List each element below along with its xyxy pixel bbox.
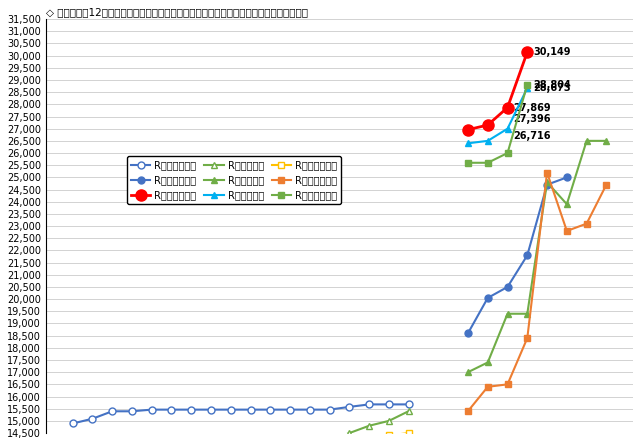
Text: 30,149: 30,149 [533, 47, 571, 57]
Text: 28,673: 28,673 [533, 83, 571, 93]
Text: 27,396: 27,396 [513, 114, 551, 124]
Text: 26,716: 26,716 [513, 131, 551, 140]
Legend: R４秋田こまち, R５秋田こまち, R６秋田こまち, R４関東コシ, R５関東コシ, R６関東コシ, R４関東銀柄米, R５関東銀柄米, R６関東銀柄米: R４秋田こまち, R５秋田こまち, R６秋田こまち, R４関東コシ, R５関東コ… [127, 157, 341, 204]
Text: 27,869: 27,869 [513, 103, 551, 112]
Text: 28,804: 28,804 [533, 80, 571, 90]
Text: ◇ 令和６年産12月上期ＣＲ価格またも過去最高値更新、３銀柄いずれも３０，０００円台: ◇ 令和６年産12月上期ＣＲ価格またも過去最高値更新、３銀柄いずれも３０，０００… [46, 7, 308, 17]
